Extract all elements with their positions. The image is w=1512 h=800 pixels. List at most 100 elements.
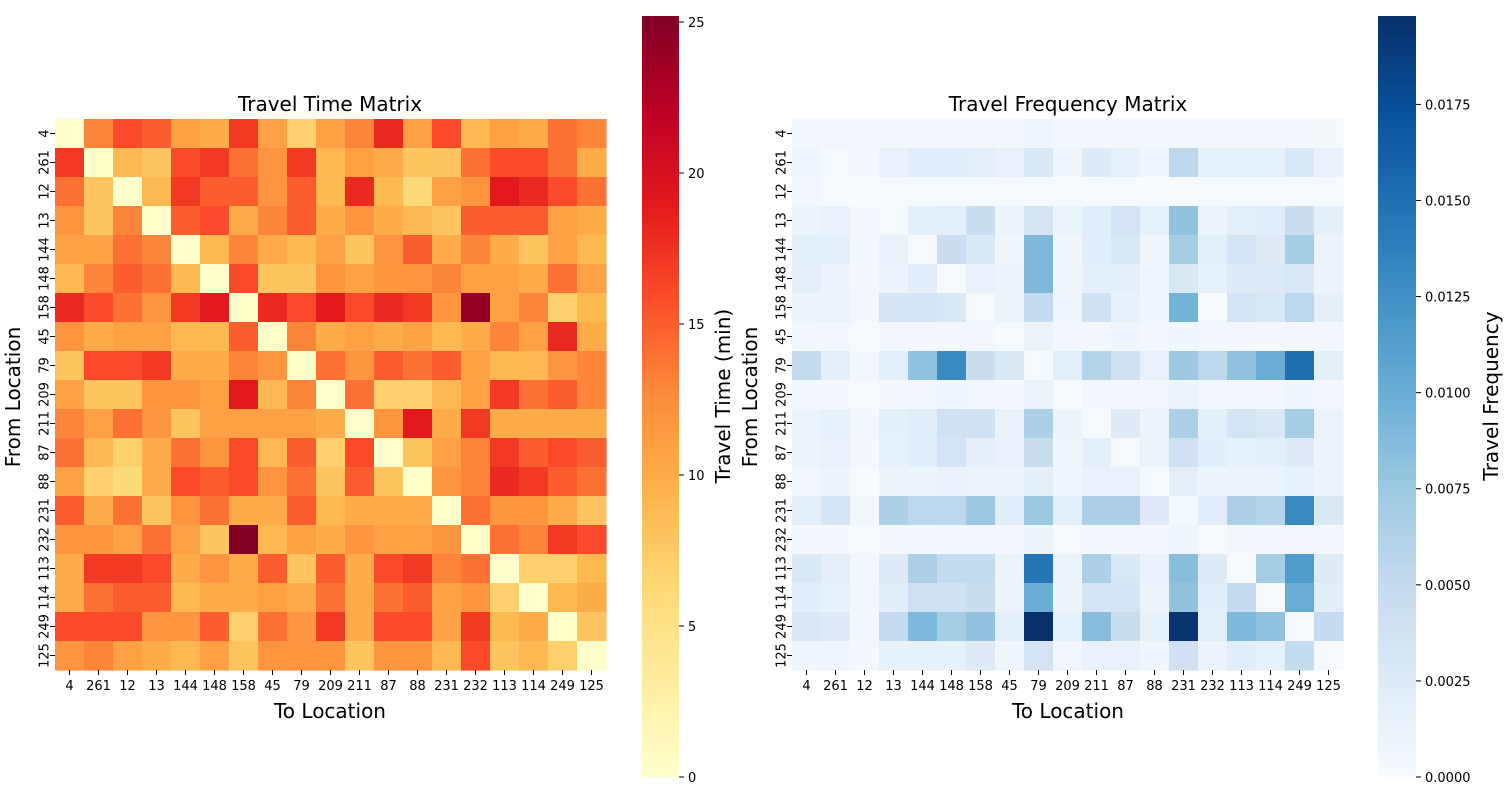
heatmap-cell: [821, 351, 851, 381]
heatmap-cell: [1111, 525, 1141, 555]
heatmap-cell: [403, 293, 433, 323]
heatmap-cell: [821, 583, 851, 613]
x-tick-label: 249: [550, 679, 575, 694]
heatmap-cell: [1082, 496, 1112, 526]
heatmap-cell: [1198, 380, 1228, 410]
heatmap-cell: [1053, 438, 1083, 468]
heatmap-cell: [113, 322, 143, 352]
heatmap-cell: [995, 119, 1025, 149]
heatmap-cell: [316, 612, 346, 642]
heatmap-cell: [821, 641, 851, 671]
heatmap-cell: [879, 293, 909, 323]
heatmap-cell: [519, 641, 549, 671]
heatmap-cell: [287, 293, 317, 323]
heatmap-cell: [1314, 641, 1344, 671]
heatmap-cell: [1140, 467, 1170, 497]
heatmap-cell: [1140, 293, 1170, 323]
heatmap-cell: [374, 293, 404, 323]
heatmap-cell: [432, 380, 462, 410]
heatmap-cell: [1024, 322, 1054, 352]
heatmap-cell: [1082, 409, 1112, 439]
heatmap-cell: [1314, 409, 1344, 439]
heatmap-cell: [1285, 293, 1315, 323]
heatmap-cell: [792, 438, 822, 468]
y-tick-label: 114: [38, 585, 53, 610]
y-tick-label: 144: [38, 237, 53, 262]
heatmap-cell: [850, 206, 880, 236]
heatmap-cell: [519, 554, 549, 584]
heatmap-cell: [1227, 177, 1257, 207]
heatmap-cell: [1082, 612, 1112, 642]
heatmap-cell: [1111, 496, 1141, 526]
travel-time-x-ticks: 4 261 12 13 144 148 158 45 79 209 211 87 88 231 232 113…: [65, 670, 604, 694]
heatmap-cell: [1082, 206, 1112, 236]
heatmap-cell: [1082, 322, 1112, 352]
heatmap-cell: [1024, 206, 1054, 236]
heatmap-cell: [548, 641, 578, 671]
heatmap-cell: [490, 293, 520, 323]
heatmap-cell: [1256, 119, 1286, 149]
heatmap-cell: [84, 206, 114, 236]
x-tick-label: 12: [856, 679, 873, 694]
heatmap-cell: [1140, 612, 1170, 642]
x-tick-label: 232: [463, 679, 488, 694]
heatmap-cell: [171, 235, 201, 265]
heatmap-cell: [1256, 380, 1286, 410]
heatmap-cell: [490, 119, 520, 149]
heatmap-cell: [966, 525, 996, 555]
heatmap-cell: [432, 641, 462, 671]
heatmap-cell: [879, 206, 909, 236]
heatmap-cell: [1314, 119, 1344, 149]
heatmap-cell: [1053, 409, 1083, 439]
heatmap-cell: [84, 264, 114, 294]
heatmap-cell: [84, 235, 114, 265]
heatmap-cell: [1024, 525, 1054, 555]
x-tick-label: 114: [521, 679, 546, 694]
heatmap-cell: [229, 409, 259, 439]
heatmap-cell: [461, 554, 491, 584]
heatmap-cell: [258, 612, 288, 642]
heatmap-cell: [84, 496, 114, 526]
heatmap-cell: [966, 554, 996, 584]
y-tick-label: 12: [38, 183, 53, 200]
heatmap-cell: [1169, 206, 1199, 236]
heatmap-cell: [1140, 525, 1170, 555]
heatmap-cell: [937, 119, 967, 149]
travel-time-y-ticks: 4 261 12 13 144 148 158 45 79 209 211 87 88 231 232 113…: [38, 129, 55, 668]
heatmap-cell: [229, 438, 259, 468]
heatmap-cell: [287, 438, 317, 468]
heatmap-cell: [519, 235, 549, 265]
travel-frequency-colorbar-ticks: 0.0000 0.0025 0.0050 0.0075 0.0100 0.0125 0.01…: [1416, 98, 1471, 786]
heatmap-cell: [937, 467, 967, 497]
heatmap-cell: [1198, 148, 1228, 178]
heatmap-cell: [287, 177, 317, 207]
heatmap-cell: [1285, 409, 1315, 439]
heatmap-cell: [403, 438, 433, 468]
heatmap-cell: [1053, 583, 1083, 613]
heatmap-cell: [432, 496, 462, 526]
heatmap-cell: [995, 148, 1025, 178]
heatmap-cell: [171, 380, 201, 410]
heatmap-cell: [490, 380, 520, 410]
x-tick-label: 87: [1117, 679, 1134, 694]
heatmap-cell: [937, 206, 967, 236]
heatmap-cell: [995, 293, 1025, 323]
heatmap-cell: [1111, 467, 1141, 497]
heatmap-cell: [258, 409, 288, 439]
heatmap-cell: [142, 293, 172, 323]
heatmap-cell: [490, 554, 520, 584]
heatmap-cell: [1082, 293, 1112, 323]
heatmap-cell: [55, 264, 85, 294]
y-tick-label: 88: [38, 473, 53, 490]
heatmap-cell: [113, 525, 143, 555]
heatmap-cell: [1140, 583, 1170, 613]
heatmap-cell: [1314, 235, 1344, 265]
heatmap-cell: [1227, 554, 1257, 584]
heatmap-cell: [1314, 612, 1344, 642]
heatmap-cell: [1053, 119, 1083, 149]
heatmap-cell: [432, 583, 462, 613]
heatmap-cell: [345, 438, 375, 468]
heatmap-cell: [1256, 612, 1286, 642]
heatmap-cell: [937, 612, 967, 642]
travel-time-colorbar: [642, 16, 679, 777]
